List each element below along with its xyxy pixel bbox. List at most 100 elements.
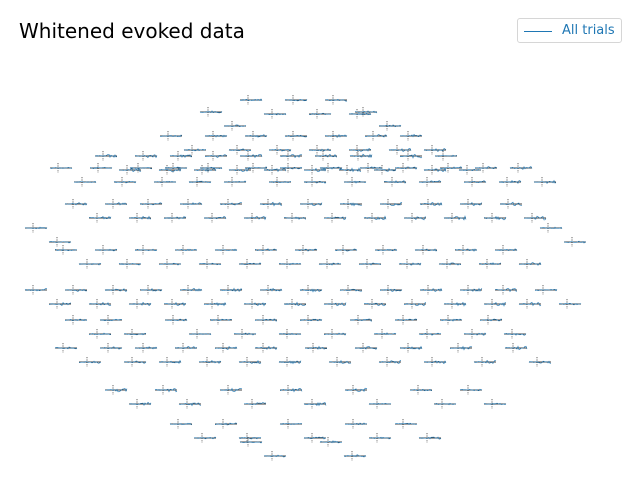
sensor-trace [354,343,378,353]
sensor-trace [94,245,118,255]
evoked-trace [284,134,308,138]
evoked-trace [463,332,487,336]
evoked-trace [263,167,287,173]
sensor-trace [528,357,552,367]
evoked-trace [323,302,347,307]
evoked-trace [193,167,217,173]
sensor-trace [304,343,328,353]
sensor-trace [423,357,447,367]
evoked-trace [254,318,278,322]
evoked-trace [239,98,263,101]
sensor-trace [64,199,88,209]
legend-line-swatch [524,31,552,32]
sensor-trace [418,433,442,443]
sensor-trace [374,245,398,255]
sensor-trace [338,165,362,175]
sensor-trace [314,151,338,161]
evoked-trace [463,180,487,183]
evoked-trace [214,248,238,252]
sensor-trace [473,357,497,367]
evoked-trace [483,402,507,406]
evoked-trace [158,359,182,365]
evoked-trace [159,134,183,138]
sensor-trace [24,223,48,233]
evoked-trace [303,401,327,407]
sensor-trace [419,285,443,295]
sensor-trace [539,223,563,233]
evoked-trace [123,332,147,336]
evoked-trace [134,154,158,159]
sensor-trace [394,163,418,173]
sensor-trace [563,237,587,247]
evoked-trace [88,301,112,306]
evoked-trace [169,154,193,159]
sensor-trace [139,199,163,209]
evoked-trace [209,318,233,321]
sensor-trace [203,213,227,223]
sensor-trace [88,213,112,223]
evoked-trace [188,333,212,336]
sensor-trace [363,299,387,309]
sensor-trace [99,343,123,353]
evoked-trace [394,422,418,426]
sensor-trace [478,259,502,269]
evoked-trace [219,287,243,292]
evoked-trace [198,262,222,266]
sensor-trace [483,399,507,409]
evoked-trace [48,241,72,244]
sensor-trace [294,245,318,255]
evoked-trace [459,202,483,207]
evoked-trace [279,166,303,170]
evoked-trace [243,402,267,405]
evoked-trace [179,288,203,292]
evoked-trace [523,215,547,221]
evoked-trace [308,112,332,116]
evoked-trace [539,226,563,230]
sensor-trace [449,343,473,353]
sensor-trace [518,259,542,269]
evoked-trace [219,202,243,206]
evoked-trace [473,360,497,364]
sensor-trace [334,245,358,255]
evoked-trace [214,422,238,426]
sensor-trace [78,357,102,367]
sensor-trace [158,165,182,175]
sensor-trace [134,245,158,255]
evoked-trace [48,302,72,306]
evoked-trace [459,287,483,292]
evoked-trace [244,166,268,169]
evoked-trace [88,332,112,336]
evoked-trace [283,216,307,220]
sensor-trace [254,343,278,353]
evoked-trace [228,167,252,172]
evoked-trace [299,202,323,207]
evoked-trace [498,179,522,184]
sensor-trace [443,299,467,309]
evoked-trace [439,166,463,170]
sensor-trace [123,329,147,339]
sensor-trace [254,245,278,255]
evoked-trace [409,388,433,392]
evoked-trace [278,360,302,365]
evoked-trace [344,387,368,393]
sensor-trace [238,259,262,269]
evoked-trace [64,318,88,322]
evoked-trace [438,262,462,266]
evoked-trace [279,387,303,393]
sensor-trace [64,315,88,325]
sensor-trace [239,151,263,161]
chart-title: Whitened evoked data [19,19,245,43]
sensor-trace [479,315,503,325]
sensor-trace [48,237,72,247]
evoked-trace [88,215,112,220]
sensor-trace [188,329,212,339]
sensor-trace [308,145,332,155]
sensor-trace [423,165,447,175]
evoked-trace [243,215,267,221]
sensor-trace [364,131,388,141]
evoked-trace [349,153,373,159]
evoked-trace [399,345,423,350]
sensor-trace [278,329,302,339]
evoked-trace [373,332,397,336]
evoked-trace [78,262,102,266]
